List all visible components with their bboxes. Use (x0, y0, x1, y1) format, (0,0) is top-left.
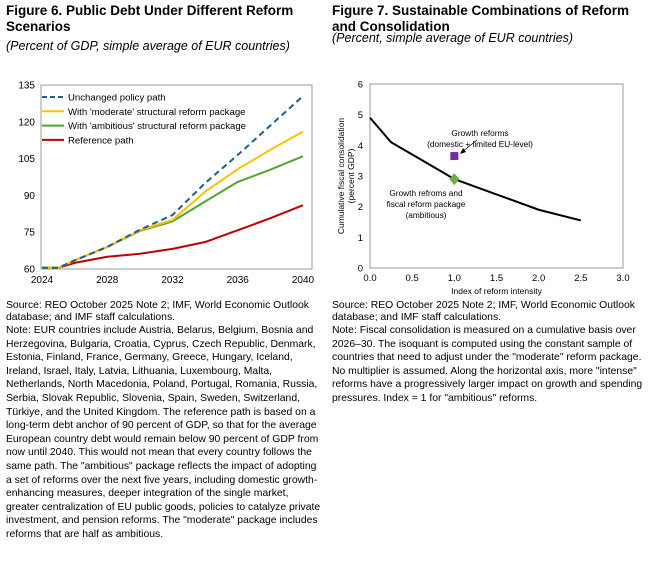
fig6-legend-label: With 'moderate' structural reform packag… (68, 107, 245, 118)
fig6-legend-label: Unchanged policy path (68, 93, 166, 104)
fig7-x-tick-label: 0.5 (406, 273, 419, 284)
fig7-y-tick-label: 6 (358, 80, 363, 91)
fig7-y-tick-label: 3 (358, 172, 363, 183)
fig7-y-tick-label: 5 (358, 110, 363, 121)
fig7-x-axis-label: Index of reform intensity (451, 286, 542, 296)
fig7-annotation-arrowhead (460, 148, 466, 154)
fig7-x-tick-label: 1.5 (490, 273, 503, 284)
fig7-x-tick-label: 3.0 (616, 273, 629, 284)
fig6-y-tick-label: 135 (18, 81, 35, 92)
fig6-series-line (42, 204, 304, 269)
fig7-x-tick-label: 0.0 (363, 273, 376, 284)
fig7-x-tick-label: 2.0 (532, 273, 545, 284)
fig6-series-line (42, 130, 304, 269)
fig7-x-tick-label: 1.0 (448, 273, 461, 284)
fig7-plot-frame (369, 83, 624, 269)
fig7-title: Figure 7. Sustainable Combinations of Re… (332, 3, 630, 34)
fig7-y-axis-label-unit: (percent GDP) (346, 148, 356, 203)
fig7-y-tick-label: 1 (358, 233, 363, 244)
fig6-y-tick-label: 120 (18, 117, 35, 128)
fig6-x-tick-label: 2040 (292, 275, 315, 286)
fig6-notes: Source: REO October 2025 Note 2; IMF, Wo… (6, 300, 324, 542)
fig6-subtitle: (Percent of GDP, simple average of EUR c… (6, 39, 290, 53)
fig7-y-tick-label: 2 (358, 202, 363, 213)
fig6-x-tick-label: 2036 (227, 275, 250, 286)
fig7-y-tick-label: 0 (358, 264, 363, 275)
fig7-annotation-growth: (domestic + limited EU-level) (427, 139, 533, 149)
fig6-x-tick-label: 2024 (31, 275, 54, 286)
fig6-plot-frame (40, 84, 313, 270)
fig6-series-line (42, 155, 304, 269)
fig7-note: Note: Fiscal consolidation is measured o… (332, 325, 643, 404)
fig7-ambitious-marker (449, 173, 460, 186)
fig7-annotation-ambitious: fiscal reform package (387, 199, 466, 209)
fig7-annotation-ambitious: (ambitious) (405, 210, 446, 220)
fig7-annotation-growth: Growth reforms (451, 128, 508, 138)
fig6-legend-label: Reference path (68, 135, 134, 146)
fig6-note: Note: EUR countries include Austria, Bel… (6, 325, 321, 540)
fig6-source: Source: REO October 2025 Note 2; IMF, Wo… (6, 300, 309, 323)
fig7-isoquant-line (369, 117, 582, 222)
fig6-series-line (42, 95, 304, 269)
fig7-notes: Source: REO October 2025 Note 2; IMF, Wo… (332, 300, 649, 406)
fig6-y-tick-label: 105 (18, 154, 35, 165)
fig7-y-tick-label: 4 (358, 141, 363, 152)
fig6-legend-label: With 'ambitious' structural reform packa… (68, 121, 246, 132)
fig7-growth-reforms-marker (450, 152, 459, 161)
fig7-annotation-ambitious: Growth refroms and (389, 188, 463, 198)
fig6-title: Figure 6. Public Debt Under Different Re… (6, 3, 294, 34)
fig6-x-tick-label: 2032 (161, 275, 184, 286)
fig6-y-tick-label: 75 (24, 228, 36, 239)
fig7-x-tick-label: 2.5 (574, 273, 587, 284)
fig7-source: Source: REO October 2025 Note 2; IMF, Wo… (332, 300, 635, 323)
fig6-x-tick-label: 2028 (96, 275, 119, 286)
fig7-subtitle: (Percent, simple average of EUR countrie… (332, 31, 574, 45)
fig6-y-tick-label: 90 (24, 191, 36, 202)
fig7-y-axis-label: Cumulative fiscal consolidation (336, 118, 346, 234)
fig6-y-tick-label: 60 (24, 265, 36, 276)
